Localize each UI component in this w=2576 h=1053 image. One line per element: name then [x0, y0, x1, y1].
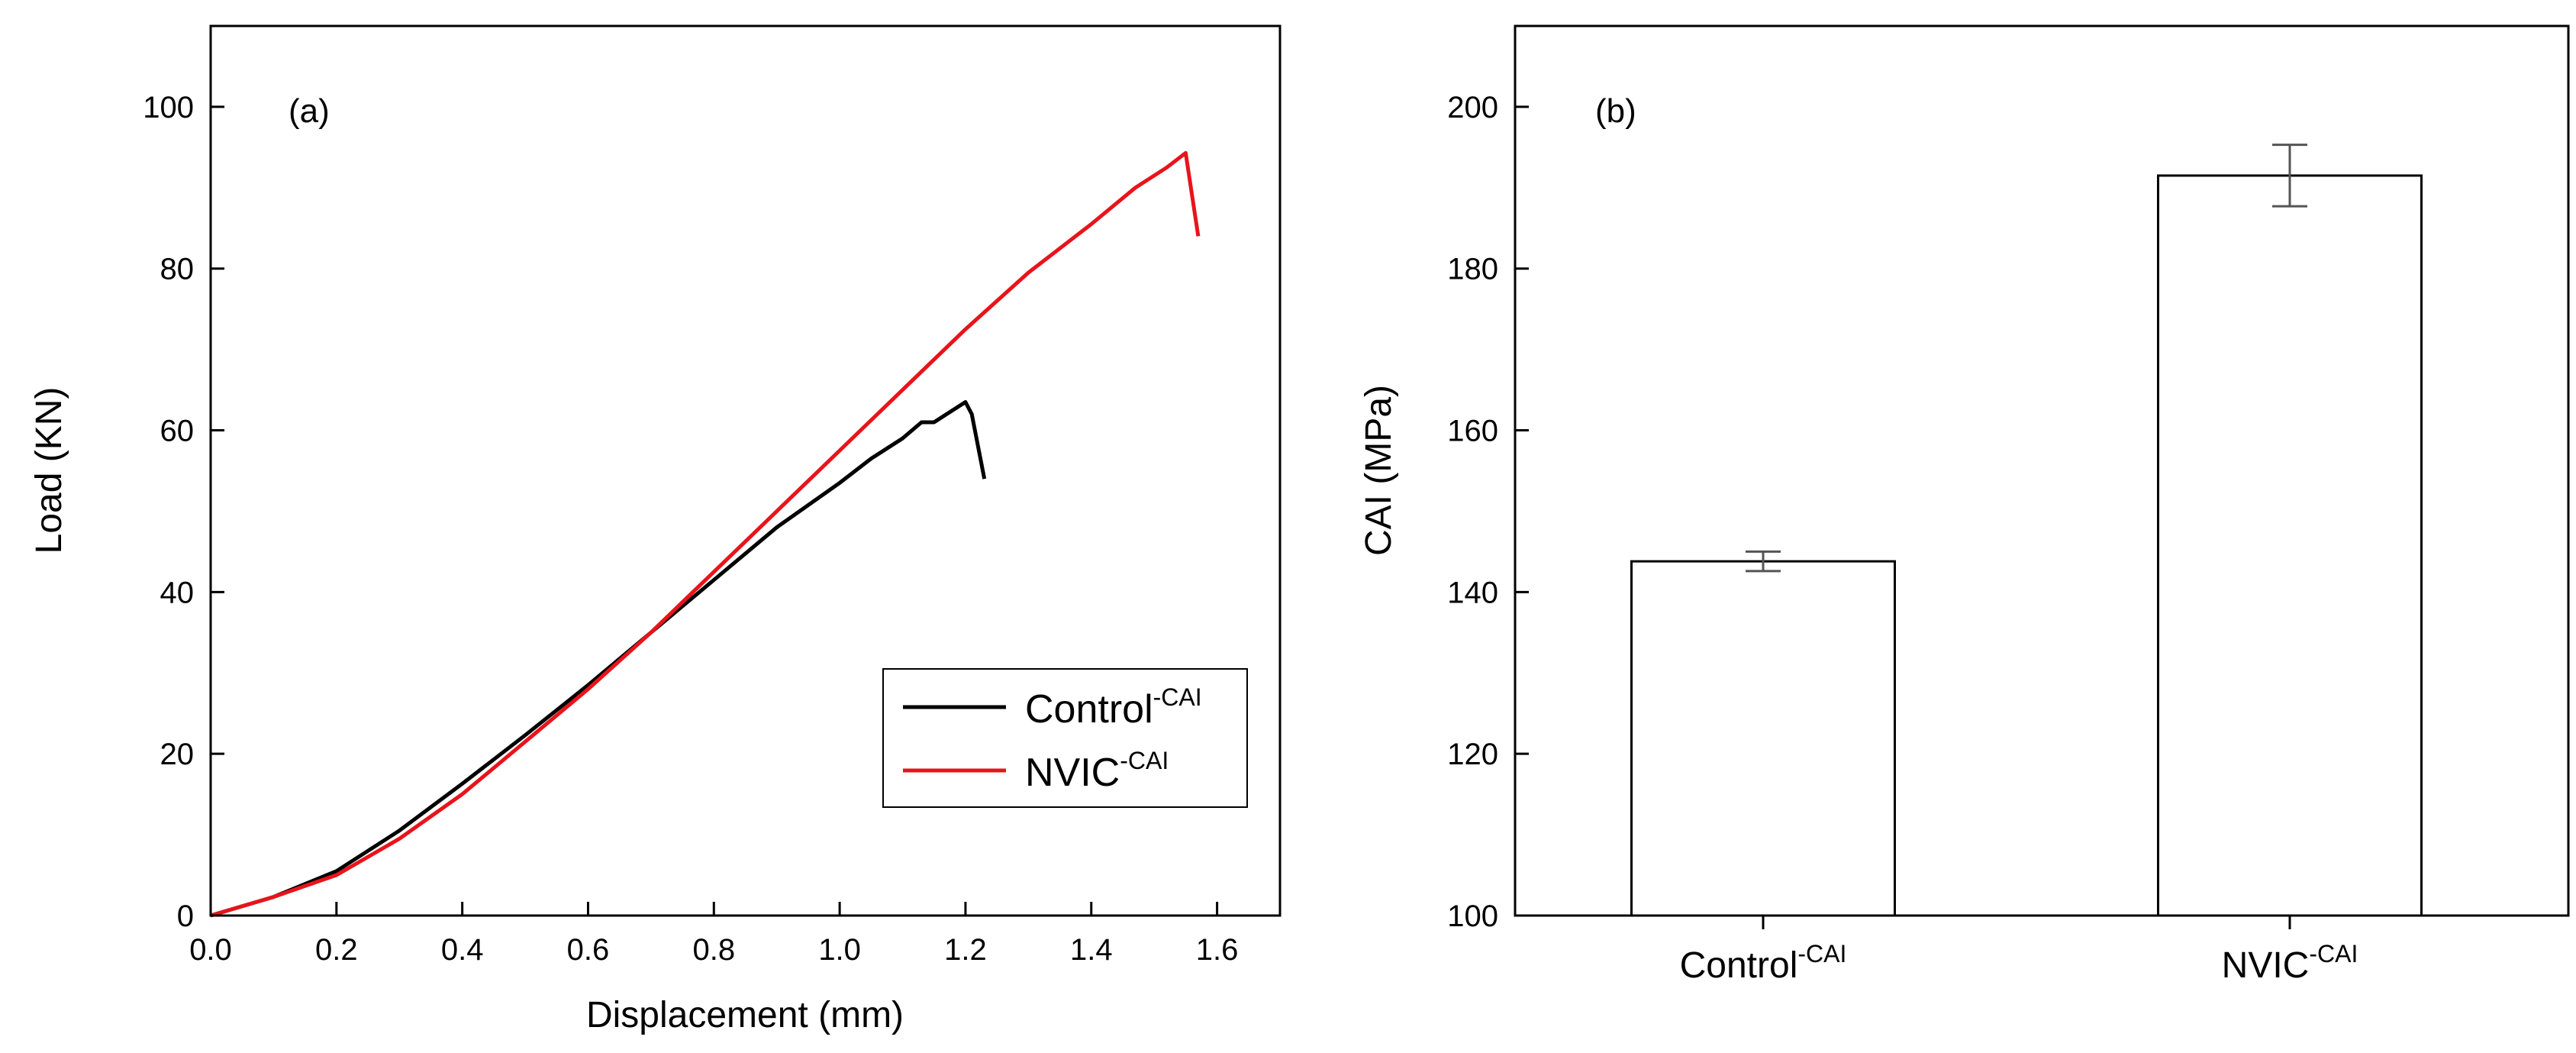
y-tick-label: 100: [1447, 900, 1498, 933]
line-chart-y-axis-label: Load (KN): [29, 387, 69, 554]
bar-category-control-name: Control: [1680, 945, 1798, 986]
legend-control-name: Control: [1025, 687, 1153, 732]
bar-category-nvic-sup: -CAI: [2309, 940, 2358, 967]
bar-chart-plot-frame: [1514, 24, 2570, 917]
x-tick-label: 0.8: [692, 933, 735, 967]
line-series-control: [210, 400, 987, 918]
y-tick-label: 120: [1447, 738, 1498, 771]
bar-chart-panel-label: (b): [1595, 92, 1636, 130]
y-tick-label: 40: [160, 576, 195, 609]
legend-nvic-sup: -CAI: [1120, 747, 1169, 774]
y-tick-label: 20: [160, 738, 195, 771]
y-tick-label: 200: [1447, 91, 1498, 124]
x-tick-label: 1.6: [1196, 933, 1239, 967]
line-chart-plot-frame: [209, 24, 1282, 917]
y-tick-label: 100: [143, 91, 194, 124]
legend-box: [882, 668, 1248, 808]
line-series-nvic: [210, 150, 1201, 918]
y-tick-label: 80: [160, 253, 195, 286]
x-tick-label: 0.6: [567, 933, 610, 967]
bar-chart-y-axis-label: CAI (MPa): [1359, 385, 1399, 556]
x-tick-label: 1.0: [818, 933, 861, 967]
x-tick-label: 1.4: [1070, 933, 1113, 967]
legend-nvic-name: NVIC: [1025, 751, 1120, 795]
legend-entry-control: Control-CAI: [1025, 683, 1202, 732]
line-chart-x-ticks: 0.0 0.2 0.4 0.6 0.8 1.0 1.2 1.4 1.6: [189, 902, 1238, 967]
bar-category-label-nvic: NVIC-CAI: [2222, 940, 2358, 986]
bar-chart-y-ticks: 100 120 140 160 180 200: [1447, 91, 1529, 933]
bar-chart-x-ticks: [1762, 916, 2291, 929]
bar-category-control-sup: -CAI: [1797, 940, 1846, 967]
x-tick-label: 0.4: [441, 933, 484, 967]
bar-nvic: [2157, 174, 2423, 917]
legend-entry-nvic: NVIC-CAI: [1025, 747, 1169, 795]
line-chart-panel: 0.0 0.2 0.4 0.6 0.8 1.0 1.2 1.4 1.6 0 20 40 60 80 100…: [29, 24, 1282, 1035]
line-series-group: [210, 150, 1201, 918]
x-tick-label: 0.2: [315, 933, 358, 967]
bar-group: [1630, 144, 2423, 917]
bar-category-nvic-name: NVIC: [2222, 945, 2310, 986]
y-tick-label: 140: [1447, 576, 1498, 609]
x-tick-label: 1.2: [944, 933, 987, 967]
y-tick-label: 160: [1447, 415, 1498, 448]
line-chart-legend: Control-CAI NVIC-CAI: [882, 668, 1248, 808]
y-tick-label: 60: [160, 415, 195, 448]
legend-control-sup: -CAI: [1153, 683, 1202, 711]
bar-control: [1630, 560, 1896, 917]
bar-category-label-control: Control-CAI: [1680, 940, 1847, 986]
line-chart-panel-label: (a): [289, 92, 330, 130]
line-chart-y-ticks: 0 20 40 60 80 100: [143, 91, 224, 933]
y-tick-label: 0: [177, 900, 194, 933]
x-tick-label: 0.0: [189, 933, 232, 967]
bar-chart-panel: 100 120 140 160 180 200 (b) CAI (MPa) Control…: [1359, 24, 2570, 986]
y-tick-label: 180: [1447, 253, 1498, 286]
line-chart-x-axis-label: Displacement (mm): [586, 995, 904, 1035]
